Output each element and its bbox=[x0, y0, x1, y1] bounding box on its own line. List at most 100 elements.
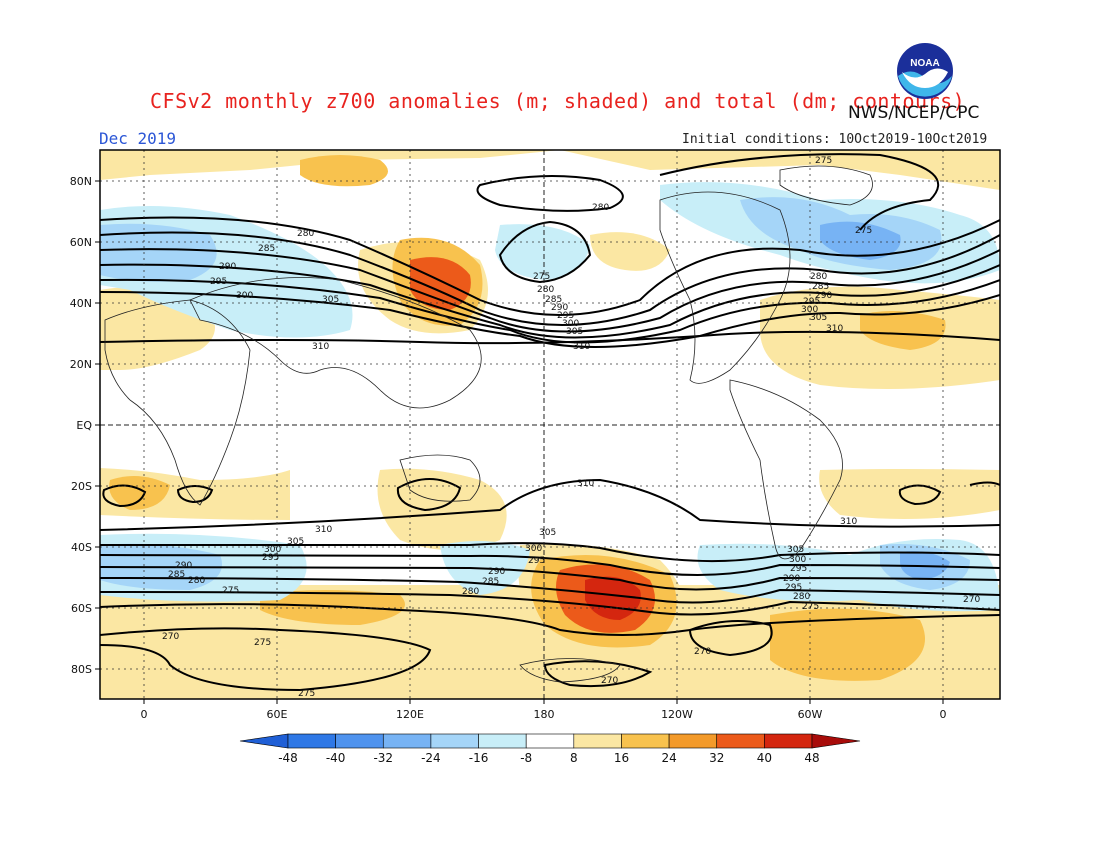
colorbar-tick-label: 32 bbox=[709, 751, 724, 765]
svg-text:290: 290 bbox=[219, 262, 236, 272]
lat-label: 80N bbox=[70, 175, 92, 188]
svg-text:270: 270 bbox=[694, 647, 711, 657]
svg-text:310: 310 bbox=[573, 342, 590, 352]
colorbar-tick-label: -8 bbox=[520, 751, 532, 765]
colorbar-arrow-right bbox=[811, 733, 861, 749]
svg-text:305: 305 bbox=[787, 545, 804, 555]
colorbar: -48 -40 -32 -24 -16 -8 8 16 24 32 40 48 bbox=[239, 733, 861, 765]
svg-text:310: 310 bbox=[312, 342, 329, 352]
colorbar-swatch bbox=[716, 733, 765, 749]
lon-label: 180 bbox=[534, 708, 555, 721]
svg-text:305: 305 bbox=[566, 327, 583, 337]
axis-ticks bbox=[95, 180, 944, 704]
svg-text:290: 290 bbox=[488, 567, 505, 577]
lon-label: 60E bbox=[267, 708, 288, 721]
svg-text:295: 295 bbox=[790, 564, 807, 574]
svg-text:300: 300 bbox=[236, 291, 253, 301]
svg-text:310: 310 bbox=[826, 324, 843, 334]
lat-label: 60N bbox=[70, 236, 92, 249]
svg-text:285: 285 bbox=[482, 577, 499, 587]
svg-text:280: 280 bbox=[462, 587, 479, 597]
lon-label: 120E bbox=[396, 708, 424, 721]
noaa-logo: NOAA bbox=[897, 43, 953, 99]
svg-text:275: 275 bbox=[855, 226, 872, 236]
svg-text:295: 295 bbox=[262, 553, 279, 563]
svg-text:295: 295 bbox=[803, 297, 820, 307]
svg-text:295: 295 bbox=[785, 583, 802, 593]
colorbar-swatch bbox=[478, 733, 527, 749]
colorbar-tick-label: 8 bbox=[570, 751, 578, 765]
svg-text:275: 275 bbox=[254, 638, 271, 648]
svg-text:280: 280 bbox=[592, 203, 609, 213]
svg-text:280: 280 bbox=[188, 576, 205, 586]
coastlines bbox=[104, 165, 873, 683]
svg-text:280: 280 bbox=[297, 229, 314, 239]
svg-text:310: 310 bbox=[840, 517, 857, 527]
svg-text:300: 300 bbox=[264, 545, 281, 555]
colorbar-tick-label: -24 bbox=[421, 751, 441, 765]
colorbar-tick-label: 48 bbox=[804, 751, 819, 765]
svg-text:295: 295 bbox=[528, 556, 545, 566]
colorbar-tick-label: 40 bbox=[757, 751, 772, 765]
svg-text:305: 305 bbox=[322, 295, 339, 305]
svg-text:305: 305 bbox=[810, 313, 827, 323]
colorbar-swatch bbox=[430, 733, 479, 749]
svg-text:290: 290 bbox=[551, 303, 568, 313]
lat-label: 40S bbox=[71, 541, 92, 554]
colorbar-swatch bbox=[525, 733, 575, 749]
svg-text:290: 290 bbox=[783, 574, 800, 584]
lat-label: 20S bbox=[71, 480, 92, 493]
lat-labels: 80N 60N 40N 20N EQ 20S 40S 60S 80S bbox=[70, 175, 93, 676]
svg-text:280: 280 bbox=[810, 272, 827, 282]
svg-text:300: 300 bbox=[562, 319, 579, 329]
svg-text:280: 280 bbox=[537, 285, 554, 295]
svg-text:285: 285 bbox=[812, 282, 829, 292]
map-area: 275 280 280 285 290 295 300 305 310 275 … bbox=[100, 150, 1000, 699]
svg-text:300: 300 bbox=[801, 305, 818, 315]
lat-label: 40N bbox=[70, 297, 92, 310]
svg-text:290: 290 bbox=[815, 291, 832, 301]
colorbar-tick-label: -48 bbox=[278, 751, 298, 765]
colorbar-swatch bbox=[335, 733, 384, 749]
lon-label: 0 bbox=[940, 708, 947, 721]
svg-text:285: 285 bbox=[168, 570, 185, 580]
svg-text:290: 290 bbox=[175, 561, 192, 571]
svg-text:305: 305 bbox=[287, 537, 304, 547]
colorbar-tick-label: -40 bbox=[326, 751, 346, 765]
svg-text:285: 285 bbox=[258, 244, 275, 254]
svg-text:275: 275 bbox=[533, 272, 550, 282]
forecast-month: Dec 2019 bbox=[99, 129, 177, 148]
lon-label: 120W bbox=[661, 708, 693, 721]
lat-label: 20N bbox=[70, 358, 92, 371]
lat-label: 60S bbox=[71, 602, 92, 615]
svg-text:310: 310 bbox=[577, 479, 594, 489]
agency-label: NWS/NCEP/CPC bbox=[848, 103, 980, 123]
svg-text:275: 275 bbox=[222, 586, 239, 596]
colorbar-tick-label: -32 bbox=[373, 751, 393, 765]
colorbar-swatch bbox=[573, 733, 622, 749]
colorbar-swatch bbox=[668, 733, 718, 749]
lon-label: 0 bbox=[141, 708, 148, 721]
lat-label: EQ bbox=[76, 419, 92, 432]
svg-text:270: 270 bbox=[601, 676, 618, 686]
svg-text:295: 295 bbox=[210, 277, 227, 287]
svg-text:270: 270 bbox=[162, 632, 179, 642]
initial-conditions: Initial conditions: 10Oct2019-10Oct2019 bbox=[682, 132, 988, 147]
grid-lines bbox=[100, 150, 1000, 699]
colorbar-tick-label: -16 bbox=[469, 751, 489, 765]
equator-dateline bbox=[100, 150, 1000, 699]
svg-text:300: 300 bbox=[525, 544, 542, 554]
svg-text:275: 275 bbox=[815, 156, 832, 166]
colorbar-swatch bbox=[764, 733, 813, 749]
lat-label: 80S bbox=[71, 663, 92, 676]
lon-labels: 0 60E 120E 180 120W 60W 0 bbox=[141, 708, 947, 721]
svg-text:280: 280 bbox=[793, 592, 810, 602]
svg-text:310: 310 bbox=[315, 525, 332, 535]
colorbar-arrow-left bbox=[239, 733, 289, 749]
svg-text:275: 275 bbox=[802, 602, 819, 612]
svg-text:305: 305 bbox=[539, 528, 556, 538]
svg-text:NOAA: NOAA bbox=[910, 58, 939, 69]
colorbar-tick-label: 16 bbox=[614, 751, 629, 765]
svg-text:295: 295 bbox=[557, 311, 574, 321]
